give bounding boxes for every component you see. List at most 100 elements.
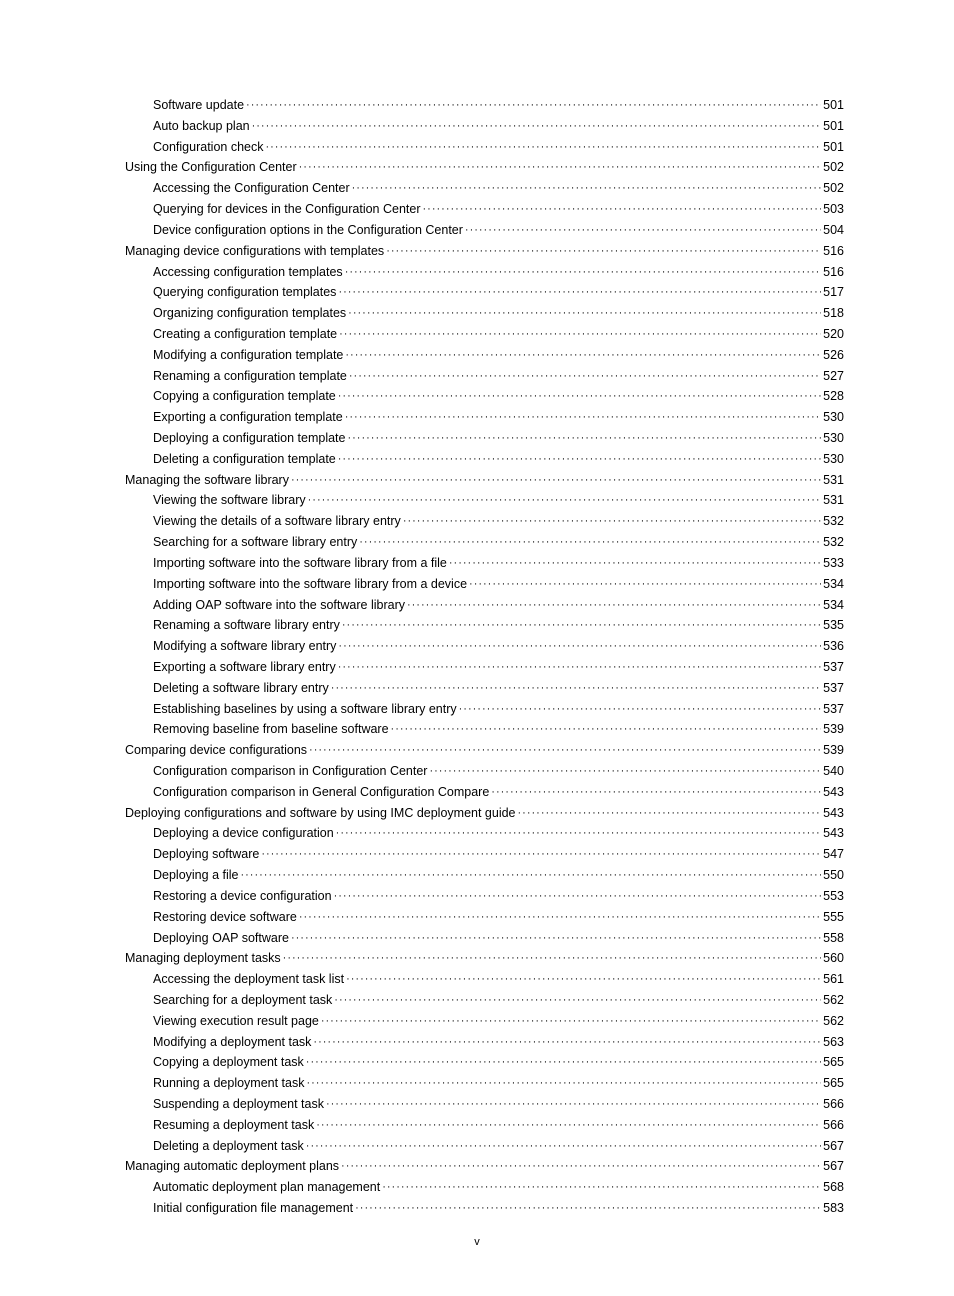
toc-leader-dots	[338, 451, 821, 469]
toc-entry-label: Restoring a device configuration	[153, 886, 332, 906]
toc-entry: Searching for a software library entry53…	[125, 532, 844, 553]
toc-entry-page: 532	[823, 511, 844, 531]
toc-entry: Removing baseline from baseline software…	[125, 719, 844, 740]
toc-entry-label: Modifying a software library entry	[153, 636, 336, 656]
toc-leader-dots	[342, 617, 821, 635]
toc-leader-dots	[334, 888, 822, 906]
toc-entry-page: 537	[823, 657, 844, 677]
toc-entry-label: Accessing configuration templates	[153, 262, 343, 282]
toc-entry: Configuration comparison in Configuratio…	[125, 761, 844, 782]
toc-entry-label: Organizing configuration templates	[153, 303, 346, 323]
toc-entry-page: 567	[823, 1136, 844, 1156]
toc-leader-dots	[341, 1158, 821, 1176]
toc-entry: Exporting a software library entry 537	[125, 657, 844, 678]
toc-entry: Managing automatic deployment plans 567	[125, 1156, 844, 1177]
toc-entry: Querying configuration templates517	[125, 282, 844, 303]
toc-entry: Managing device configurations with temp…	[125, 241, 844, 262]
toc-entry-page: 583	[823, 1198, 844, 1218]
toc-entry-label: Configuration check	[153, 137, 263, 157]
toc-entry-page: 566	[823, 1094, 844, 1114]
toc-entry-page: 543	[823, 823, 844, 843]
toc-entry: Deleting a deployment task567	[125, 1136, 844, 1157]
toc-entry-page: 567	[823, 1156, 844, 1176]
toc-entry-label: Renaming a configuration template	[153, 366, 347, 386]
toc-entry: Importing software into the software lib…	[125, 553, 844, 574]
toc-entry-page: 536	[823, 636, 844, 656]
toc-entry: Modifying a configuration template 526	[125, 345, 844, 366]
toc-entry-page: 562	[823, 990, 844, 1010]
toc-entry: Comparing device configurations539	[125, 740, 844, 761]
toc-entry-label: Deploying OAP software	[153, 928, 289, 948]
toc-entry-label: Configuration comparison in Configuratio…	[153, 761, 427, 781]
toc-entry-label: Configuration comparison in General Conf…	[153, 782, 489, 802]
toc-leader-dots	[313, 1034, 821, 1052]
toc-entry-label: Restoring device software	[153, 907, 297, 927]
toc-leader-dots	[459, 701, 822, 719]
toc-leader-dots	[469, 576, 821, 594]
toc-entry: Initial configuration file management583	[125, 1198, 844, 1219]
toc-entry-label: Device configuration options in the Conf…	[153, 220, 463, 240]
toc-leader-dots	[299, 159, 822, 177]
toc-entry-page: 501	[823, 116, 844, 136]
toc-entry: Running a deployment task565	[125, 1073, 844, 1094]
toc-entry: Copying a deployment task565	[125, 1052, 844, 1073]
toc-entry-label: Managing device configurations with temp…	[125, 241, 384, 261]
toc-entry-page: 501	[823, 95, 844, 115]
toc-entry-label: Adding OAP software into the software li…	[153, 595, 405, 615]
toc-leader-dots	[355, 1200, 821, 1218]
toc-entry: Accessing configuration templates516	[125, 262, 844, 283]
toc-entry-label: Deploying a file	[153, 865, 238, 885]
toc-entry-page: 533	[823, 553, 844, 573]
toc-entry: Creating a configuration template520	[125, 324, 844, 345]
toc-entry-label: Exporting a configuration template	[153, 407, 343, 427]
toc-entry: Auto backup plan501	[125, 116, 844, 137]
toc-leader-dots	[308, 492, 822, 510]
toc-entry: Accessing the Configuration Center502	[125, 178, 844, 199]
toc-entry-label: Deleting a configuration template	[153, 449, 336, 469]
toc-leader-dots	[338, 659, 821, 677]
page-footer-number: v	[474, 1236, 480, 1248]
toc-entry-label: Accessing the Configuration Center	[153, 178, 350, 198]
toc-entry-label: Renaming a software library entry	[153, 615, 340, 635]
toc-leader-dots	[306, 1075, 821, 1093]
toc-leader-dots	[429, 763, 821, 781]
toc-entry-label: Modifying a configuration template	[153, 345, 343, 365]
toc-leader-dots	[465, 222, 821, 240]
toc-leader-dots	[339, 326, 821, 344]
toc-entry-page: 537	[823, 678, 844, 698]
toc-leader-dots	[306, 1138, 821, 1156]
toc-entry-label: Querying configuration templates	[153, 282, 336, 302]
toc-entry-page: 543	[823, 803, 844, 823]
toc-entry-label: Deploying configurations and software by…	[125, 803, 516, 823]
toc-entry-label: Managing automatic deployment plans	[125, 1156, 339, 1176]
toc-entry-label: Suspending a deployment task	[153, 1094, 324, 1114]
toc-entry: Exporting a configuration template530	[125, 407, 844, 428]
toc-leader-dots	[299, 909, 821, 927]
toc-entry-label: Viewing the software library	[153, 490, 306, 510]
toc-entry-label: Copying a deployment task	[153, 1052, 304, 1072]
toc-leader-dots	[349, 368, 821, 386]
toc-entry-label: Importing software into the software lib…	[153, 574, 467, 594]
toc-entry: Accessing the deployment task list561	[125, 969, 844, 990]
toc-leader-dots	[338, 388, 821, 406]
toc-entry-label: Establishing baselines by using a softwa…	[153, 699, 457, 719]
toc-leader-dots	[261, 846, 821, 864]
toc-entry-page: 539	[823, 740, 844, 760]
toc-entry: Managing the software library531	[125, 470, 844, 491]
toc-entry-page: 532	[823, 532, 844, 552]
toc-entry-label: Creating a configuration template	[153, 324, 337, 344]
toc-entry: Adding OAP software into the software li…	[125, 595, 844, 616]
toc-entry-label: Managing the software library	[125, 470, 289, 490]
toc-leader-dots	[291, 472, 821, 490]
toc-entry: Configuration comparison in General Conf…	[125, 782, 844, 803]
toc-leader-dots	[331, 680, 821, 698]
toc-leader-dots	[423, 201, 822, 219]
toc-entry-page: 526	[823, 345, 844, 365]
toc-entry: Software update501	[125, 95, 844, 116]
toc-entry: Restoring device software555	[125, 907, 844, 928]
toc-leader-dots	[345, 409, 821, 427]
toc-entry-label: Viewing execution result page	[153, 1011, 319, 1031]
toc-entry-page: 547	[823, 844, 844, 864]
toc-entry-label: Exporting a software library entry	[153, 657, 336, 677]
toc-entry: Configuration check501	[125, 137, 844, 158]
